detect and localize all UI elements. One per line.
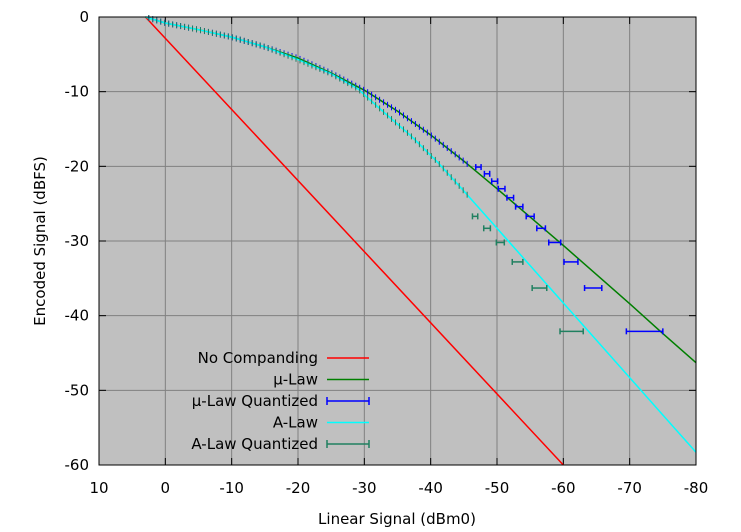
x-axis-label: Linear Signal (dBm0) <box>318 510 476 528</box>
series-layer <box>144 14 697 466</box>
y-tick-label: -30 <box>65 232 90 250</box>
y-tick-labels: 0 -10 -20 -30 -40 -50 -60 <box>65 8 90 474</box>
y-tick-label: -10 <box>65 83 90 101</box>
legend-label-mu-law-quantized: µ-Law Quantized <box>192 392 318 410</box>
y-tick-label: -60 <box>65 456 90 474</box>
plot-frame <box>98 16 697 466</box>
x-tick-label: 10 <box>89 479 108 497</box>
y-tick-label: -50 <box>65 381 90 399</box>
legend: No Companding µ-Law µ-Law Quantized A-Law A-… <box>191 349 370 453</box>
series-errorbars-a-law-quantized <box>471 213 584 335</box>
series-line-a-law <box>145 16 697 453</box>
x-tick-label: -50 <box>485 479 510 497</box>
y-tick-label: -20 <box>65 157 90 175</box>
x-tick-labels: 10 0 -10 -20 -30 -40 -50 -60 -70 -80 <box>89 479 708 497</box>
x-tick-label: -70 <box>617 479 642 497</box>
x-tick-label: -80 <box>684 479 709 497</box>
x-tick-label: 0 <box>161 479 171 497</box>
x-tick-label: -40 <box>418 479 443 497</box>
legend-label-no-companding: No Companding <box>198 349 318 367</box>
x-tick-label: -30 <box>352 479 377 497</box>
legend-label-a-law-quantized: A-Law Quantized <box>191 435 318 453</box>
x-tick-label: -60 <box>551 479 576 497</box>
series-errorbars-mu-law-quantized <box>475 164 664 335</box>
y-tick-label: 0 <box>79 8 89 26</box>
a-law-quantized-steps <box>148 14 468 198</box>
x-tick-label: -20 <box>286 479 311 497</box>
x-tick-label: -10 <box>219 479 244 497</box>
legend-label-mu-law: µ-Law <box>273 371 318 389</box>
y-axis-label: Encoded Signal (dBFS) <box>31 156 49 326</box>
legend-label-a-law: A-Law <box>273 414 318 432</box>
series-line-no-companding <box>144 16 564 466</box>
y-tick-label: -40 <box>65 307 90 325</box>
